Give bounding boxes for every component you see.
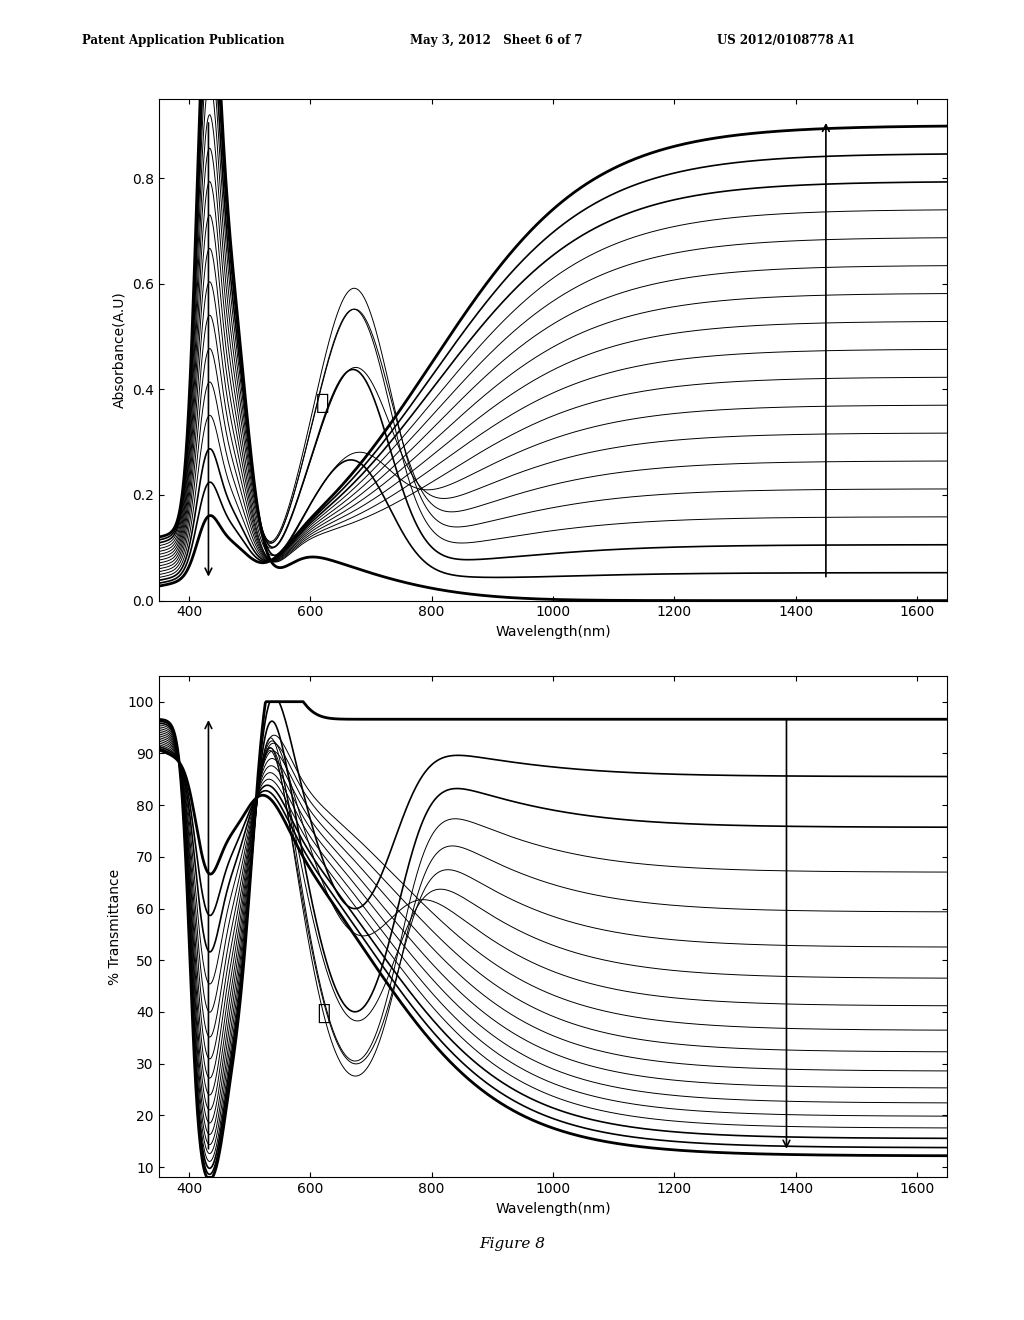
Y-axis label: Absorbance(A.U): Absorbance(A.U) xyxy=(113,292,126,408)
X-axis label: Wavelength(nm): Wavelength(nm) xyxy=(496,1201,610,1216)
Text: Patent Application Publication: Patent Application Publication xyxy=(82,34,285,48)
Y-axis label: % Transmittance: % Transmittance xyxy=(108,869,122,985)
Text: Figure 8: Figure 8 xyxy=(479,1237,545,1251)
X-axis label: Wavelength(nm): Wavelength(nm) xyxy=(496,624,610,639)
Text: ⌒: ⌒ xyxy=(315,1002,329,1022)
Text: ⌒: ⌒ xyxy=(315,393,329,413)
Text: May 3, 2012   Sheet 6 of 7: May 3, 2012 Sheet 6 of 7 xyxy=(410,34,582,48)
Text: US 2012/0108778 A1: US 2012/0108778 A1 xyxy=(717,34,855,48)
